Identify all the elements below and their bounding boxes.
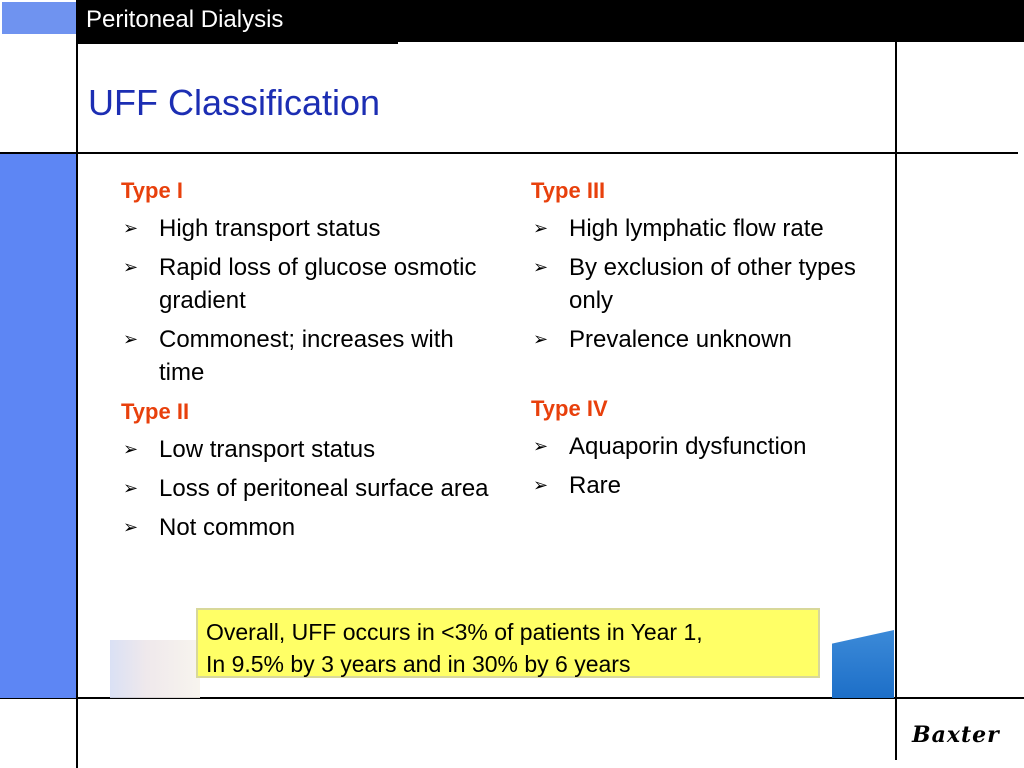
header-bar bbox=[78, 0, 1024, 42]
arrow-bullet-icon: ➢ bbox=[123, 517, 139, 537]
header-accent-square bbox=[2, 2, 76, 34]
type-section: Type IV ➢ Aquaporin dysfunction ➢ Rare bbox=[531, 394, 891, 502]
type-heading: Type II bbox=[121, 399, 190, 424]
arrow-bullet-icon: ➢ bbox=[123, 439, 139, 459]
arrow-bullet-icon: ➢ bbox=[533, 475, 549, 495]
right-column: Type III ➢ High lymphatic flow rate ➢ By e… bbox=[531, 176, 891, 507]
bullet-item: ➢ Not common bbox=[121, 511, 501, 544]
bullet-item: ➢ Low transport status bbox=[121, 433, 501, 466]
decorative-fade bbox=[110, 640, 200, 698]
arrow-bullet-icon: ➢ bbox=[123, 218, 139, 238]
bullet-item: ➢ Prevalence unknown bbox=[531, 323, 891, 356]
header-underline bbox=[78, 40, 398, 44]
type-heading: Type III bbox=[531, 178, 606, 203]
arrow-bullet-icon: ➢ bbox=[533, 218, 549, 238]
baxter-logo: Baxter bbox=[912, 722, 1000, 748]
arrow-bullet-icon: ➢ bbox=[123, 329, 139, 349]
bullet-item: ➢ High lymphatic flow rate bbox=[531, 212, 891, 245]
type-section: Type II ➢ Low transport status ➢ Loss of p… bbox=[121, 397, 501, 544]
bullet-item: ➢ By exclusion of other types only bbox=[531, 251, 891, 317]
type-section: Type III ➢ High lymphatic flow rate ➢ By e… bbox=[531, 176, 891, 356]
bullet-list: ➢ Low transport status ➢ Loss of peritonea… bbox=[121, 433, 501, 544]
arrow-bullet-icon: ➢ bbox=[533, 257, 549, 277]
type-section: Type I ➢ High transport status ➢ Rapid los… bbox=[121, 176, 501, 389]
summary-note: Overall, UFF occurs in <3% of patients i… bbox=[196, 608, 820, 678]
slide-title: UFF Classification bbox=[88, 82, 381, 123]
arrow-bullet-icon: ➢ bbox=[123, 478, 139, 498]
decorative-wave bbox=[832, 630, 894, 698]
bullet-list: ➢ High transport status ➢ Rapid loss of gl… bbox=[121, 212, 501, 389]
bullet-item: ➢ Rare bbox=[531, 469, 891, 502]
bullet-item: ➢ High transport status bbox=[121, 212, 501, 245]
note-line: Overall, UFF occurs in <3% of patients i… bbox=[206, 619, 703, 645]
type-heading: Type I bbox=[121, 178, 183, 203]
footer-divider bbox=[0, 697, 1024, 699]
bullet-item: ➢ Loss of peritoneal surface area bbox=[121, 472, 501, 505]
bullet-item: ➢ Aquaporin dysfunction bbox=[531, 430, 891, 463]
bullet-list: ➢ High lymphatic flow rate ➢ By exclusion … bbox=[531, 212, 891, 356]
bullet-list: ➢ Aquaporin dysfunction ➢ Rare bbox=[531, 430, 891, 502]
arrow-bullet-icon: ➢ bbox=[123, 257, 139, 277]
header-label: Peritoneal Dialysis bbox=[86, 6, 284, 33]
right-divider bbox=[895, 42, 897, 760]
arrow-bullet-icon: ➢ bbox=[533, 329, 549, 349]
left-column: Type I ➢ High transport status ➢ Rapid los… bbox=[121, 176, 501, 549]
bullet-item: ➢ Rapid loss of glucose osmotic gradient bbox=[121, 251, 501, 317]
type-heading: Type IV bbox=[531, 396, 608, 421]
arrow-bullet-icon: ➢ bbox=[533, 436, 549, 456]
title-divider bbox=[0, 152, 1018, 154]
note-line: In 9.5% by 3 years and in 30% by 6 years bbox=[206, 651, 631, 677]
bullet-item: ➢ Commonest; increases with time bbox=[121, 323, 501, 389]
side-panel bbox=[0, 154, 78, 698]
